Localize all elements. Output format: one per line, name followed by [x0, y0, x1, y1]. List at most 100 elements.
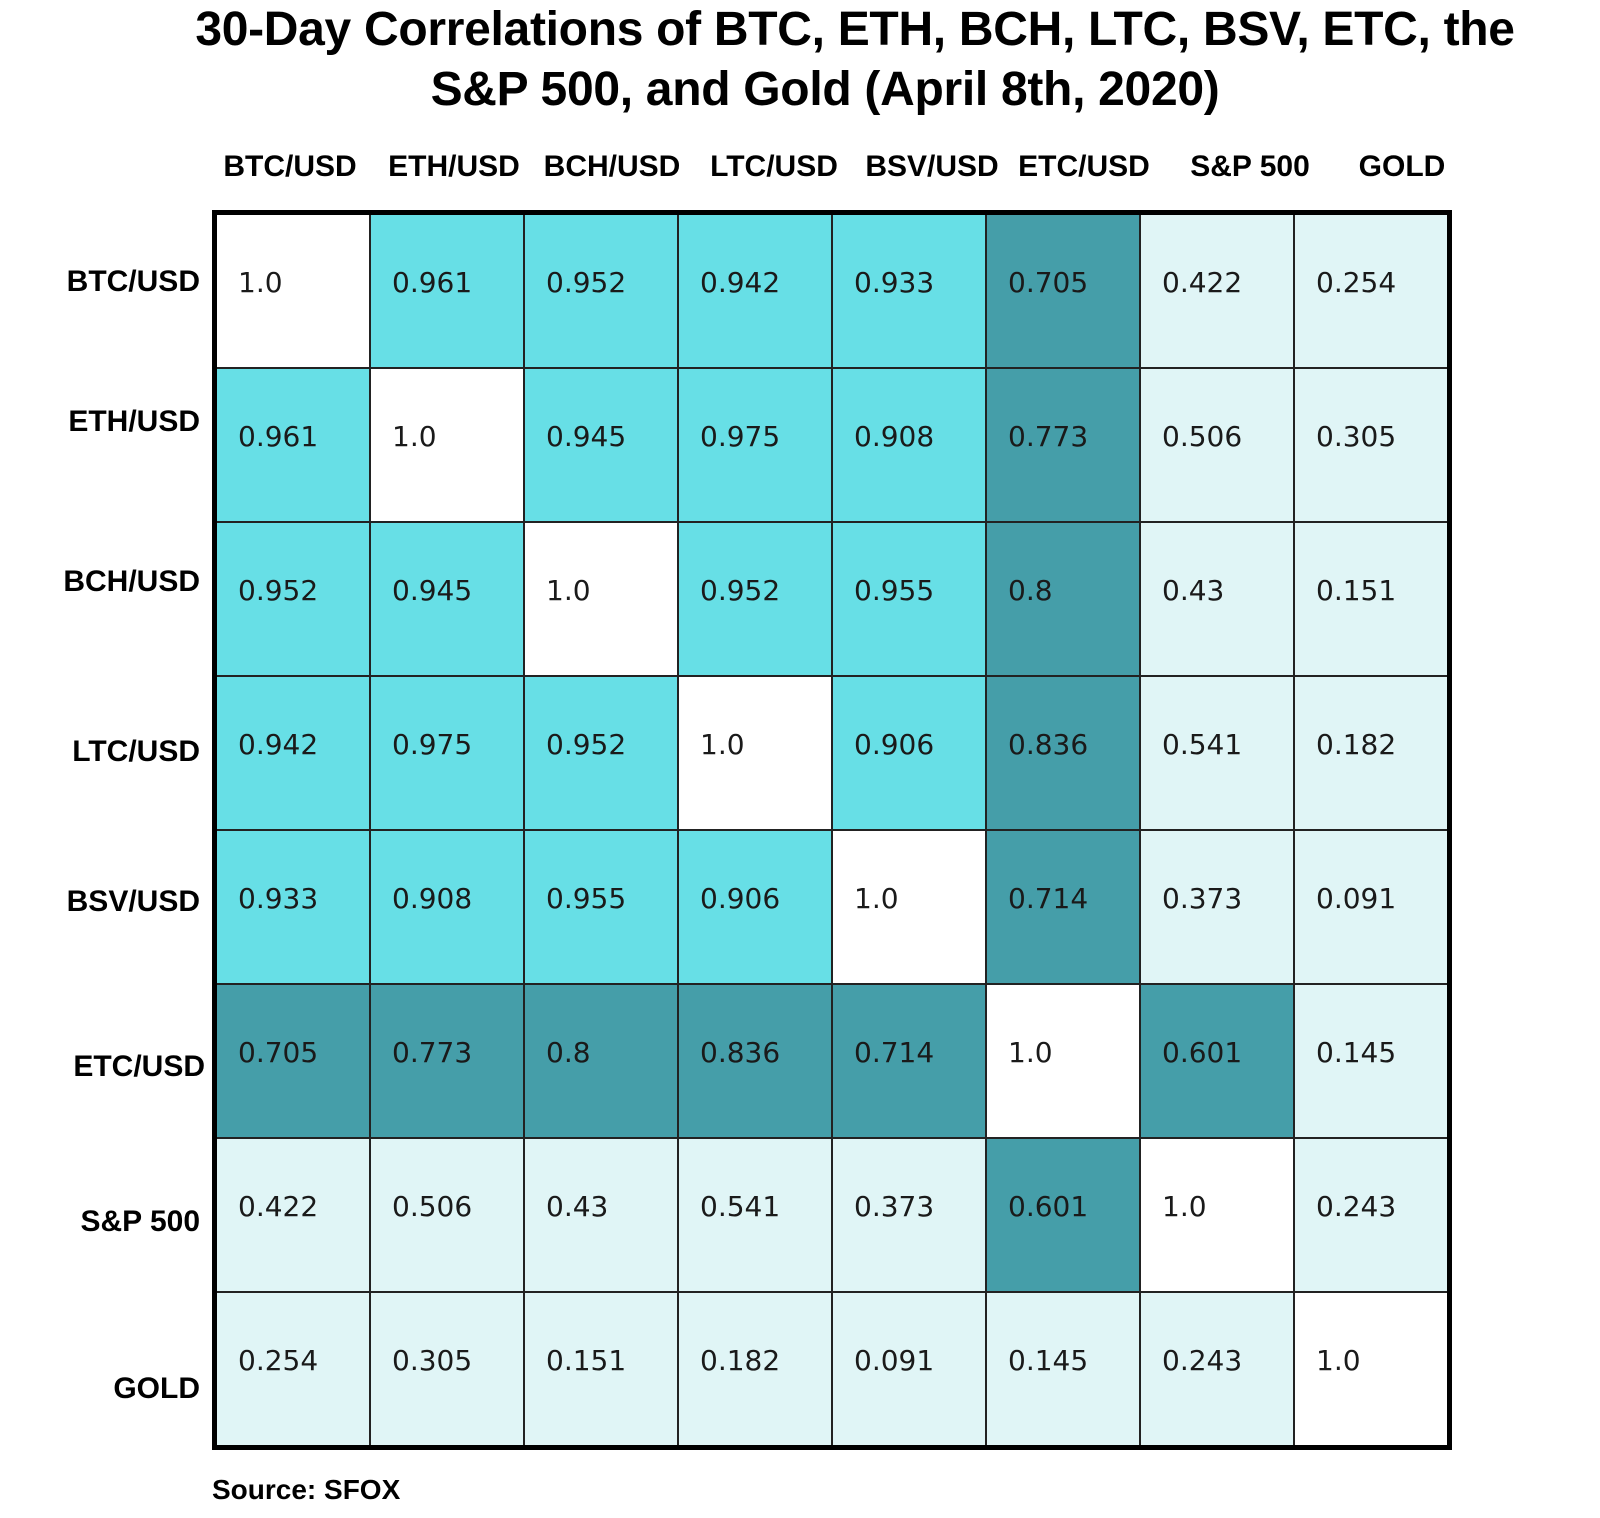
heatmap-cell-7-2 [523, 1291, 679, 1447]
heatmap-cell-label-7-3: 0.182 [700, 1344, 780, 1377]
heatmap-cell-6-7 [1293, 1137, 1449, 1293]
heatmap-cell-label-3-2: 0.952 [546, 728, 626, 761]
heatmap-cell-1-4 [831, 367, 987, 523]
heatmap-cell-label-2-1: 0.945 [392, 574, 472, 607]
heatmap-cell-label-2-7: 0.151 [1316, 574, 1396, 607]
heatmap-cell-label-0-4: 0.933 [854, 266, 934, 299]
column-label-bsv: BSV/USD [865, 150, 999, 183]
heatmap-cell-label-1-4: 0.908 [854, 420, 934, 453]
correlation-matrix: 1.0 0.961 0.952 0.942 0.933 0.705 0.422 0.254 0.… [212, 210, 1452, 1450]
heatmap-cell-label-0-5: 0.705 [1008, 266, 1088, 299]
heatmap-cell-label-7-6: 0.243 [1162, 1344, 1242, 1377]
heatmap-cell-label-4-2: 0.955 [546, 882, 626, 915]
heatmap-cell-2-5 [985, 521, 1141, 677]
column-label-btc: BTC/USD [223, 150, 357, 183]
heatmap-cell-6-2 [523, 1137, 679, 1293]
heatmap-cell-3-6 [1139, 675, 1295, 831]
heatmap-cell-label-6-4: 0.373 [854, 1190, 934, 1223]
column-label-ltc: LTC/USD [710, 150, 838, 183]
heatmap-cell-6-0 [215, 1137, 371, 1293]
heatmap-cell-label-3-6: 0.541 [1162, 728, 1242, 761]
heatmap-cell-label-1-3: 0.975 [700, 420, 780, 453]
heatmap-cell-label-5-7: 0.145 [1316, 1036, 1396, 1069]
heatmap-cell-6-5 [985, 1137, 1141, 1293]
chart-title-line-2: S&P 500, and Gold (April 8th, 2020) [430, 63, 1220, 116]
heatmap-cell-label-6-0: 0.422 [238, 1190, 318, 1223]
heatmap-cell-3-3 [677, 675, 833, 831]
heatmap-cell-label-3-3: 1.0 [700, 728, 745, 761]
row-label-bch: BCH/USD [63, 565, 200, 598]
heatmap-cell-label-4-5: 0.714 [1008, 882, 1088, 915]
heatmap-cell-label-7-5: 0.145 [1008, 1344, 1088, 1377]
heatmap-cell-label-1-1: 1.0 [392, 420, 437, 453]
heatmap-cell-0-3 [677, 213, 833, 369]
heatmap-cell-2-1 [369, 521, 525, 677]
heatmap-cell-5-1 [369, 983, 525, 1139]
heatmap-cell-label-1-5: 0.773 [1008, 420, 1088, 453]
heatmap-cell-label-0-3: 0.942 [700, 266, 780, 299]
heatmap-cell-label-5-3: 0.836 [700, 1036, 780, 1069]
heatmap-cell-0-5 [985, 213, 1141, 369]
heatmap-cell-label-4-0: 0.933 [238, 882, 318, 915]
heatmap-cell-label-0-1: 0.961 [392, 266, 472, 299]
heatmap-cell-label-2-6: 0.43 [1162, 574, 1224, 607]
heatmap-cell-label-5-0: 0.705 [238, 1036, 318, 1069]
heatmap-cell-label-1-6: 0.506 [1162, 420, 1242, 453]
heatmap-cell-0-4 [831, 213, 987, 369]
heatmap-cell-4-4 [831, 829, 987, 985]
chart-title-line-1: 30-Day Correlations of BTC, ETH, BCH, LT… [195, 3, 1515, 56]
heatmap-cell-6-6 [1139, 1137, 1295, 1293]
heatmap-cell-label-0-0: 1.0 [238, 266, 283, 299]
row-label-ltc: LTC/USD [72, 735, 200, 768]
heatmap-cell-0-7 [1293, 213, 1449, 369]
heatmap-cell-label-4-1: 0.908 [392, 882, 472, 915]
heatmap-cell-label-6-6: 1.0 [1162, 1190, 1207, 1223]
column-label-eth: ETH/USD [388, 150, 520, 183]
chart-title: 30-Day Correlations of BTC, ETH, BCH, LT… [0, 0, 1600, 120]
heatmap-cell-label-6-5: 0.601 [1008, 1190, 1088, 1223]
heatmap-cell-label-4-3: 0.906 [700, 882, 780, 915]
heatmap-cell-label-7-2: 0.151 [546, 1344, 626, 1377]
heatmap-cell-label-4-4: 1.0 [854, 882, 899, 915]
heatmap-cell-4-3 [677, 829, 833, 985]
column-label-sp500: S&P 500 [1190, 150, 1310, 183]
heatmap-cell-label-2-2: 1.0 [546, 574, 591, 607]
heatmap-cell-0-0 [215, 213, 371, 369]
heatmap-cell-4-2 [523, 829, 679, 985]
heatmap-cell-4-6 [1139, 829, 1295, 985]
heatmap-cell-2-3 [677, 521, 833, 677]
source-note: Source: SFOX [212, 1474, 401, 1505]
heatmap-cell-label-1-0: 0.961 [238, 420, 318, 453]
heatmap-cell-label-7-7: 1.0 [1316, 1344, 1361, 1377]
heatmap-cell-label-1-7: 0.305 [1316, 420, 1396, 453]
heatmap-cell-label-6-2: 0.43 [546, 1190, 608, 1223]
heatmap-cell-label-5-6: 0.601 [1162, 1036, 1242, 1069]
heatmap-cell-5-7 [1293, 983, 1449, 1139]
heatmap-cell-1-1 [369, 367, 525, 523]
column-label-gold: GOLD [1358, 150, 1446, 183]
heatmap-cell-label-1-2: 0.945 [546, 420, 626, 453]
heatmap-cell-5-2 [523, 983, 679, 1139]
heatmap-cell-label-3-5: 0.836 [1008, 728, 1088, 761]
heatmap-cell-label-7-0: 0.254 [238, 1344, 318, 1377]
heatmap-cell-1-5 [985, 367, 1141, 523]
row-label-bsv: BSV/USD [66, 885, 200, 918]
heatmap-cell-label-2-0: 0.952 [238, 574, 318, 607]
heatmap-cell-label-6-7: 0.243 [1316, 1190, 1396, 1223]
heatmap-cell-2-4 [831, 521, 987, 677]
heatmap-cell-6-4 [831, 1137, 987, 1293]
heatmap-cell-3-4 [831, 675, 987, 831]
heatmap-cell-label-2-3: 0.952 [700, 574, 780, 607]
heatmap-cell-2-2 [523, 521, 679, 677]
column-label-bch: BCH/USD [543, 150, 681, 183]
heatmap-cell-label-6-1: 0.506 [392, 1190, 472, 1223]
heatmap-cell-5-4 [831, 983, 987, 1139]
heatmap-cell-4-7 [1293, 829, 1449, 985]
row-label-etc: ETC/USD [73, 1050, 205, 1083]
heatmap-cell-7-7 [1293, 1291, 1449, 1447]
row-label-gold: GOLD [113, 1372, 200, 1405]
heatmap-cell-label-7-1: 0.305 [392, 1344, 472, 1377]
heatmap-cell-3-2 [523, 675, 679, 831]
heatmap-cell-label-2-4: 0.955 [854, 574, 934, 607]
heatmap-cell-label-0-2: 0.952 [546, 266, 626, 299]
